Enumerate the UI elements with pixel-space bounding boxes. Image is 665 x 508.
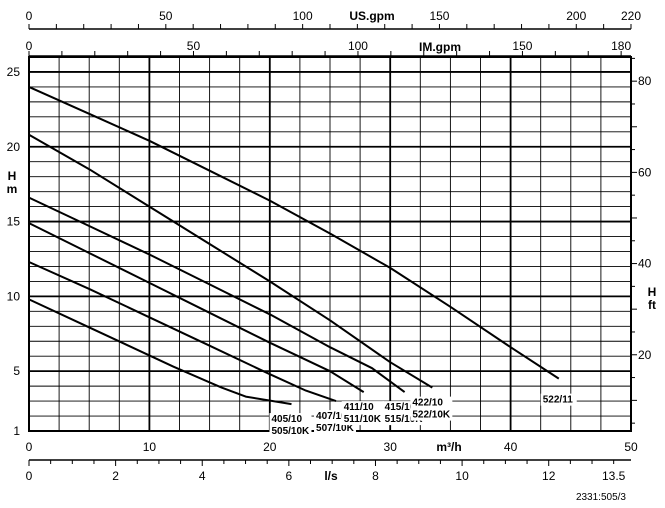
curve-label: 411/10 <box>344 402 374 413</box>
y-right-tick-label: 60 <box>638 165 652 179</box>
x-bottom-axis-ls-label: l/s <box>324 469 338 483</box>
y-right-tick-label: 80 <box>638 74 652 88</box>
curve-label-background <box>540 393 577 406</box>
im-gpm-tick-label: 0 <box>26 39 33 53</box>
performance-curves <box>28 85 560 406</box>
top-axis-usgpm-label: US.gpm <box>349 9 394 23</box>
us-gpm-tick-label: 0 <box>26 9 33 23</box>
curve-label: 515/10K <box>385 414 424 425</box>
us-gpm-tick-label: 50 <box>159 9 173 23</box>
us-gpm-tick-label: 150 <box>429 9 449 23</box>
x-primary-tick-label: 10 <box>143 440 157 454</box>
y-left-tick-label: 5 <box>13 364 20 378</box>
im-gpm-tick-label: 180 <box>611 39 631 53</box>
y-left-tick-label: 15 <box>7 215 21 229</box>
y-left-axis-label-h: H <box>8 169 17 183</box>
us-gpm-tick-label: 220 <box>621 9 641 23</box>
ls-tick-label: 0 <box>26 469 33 483</box>
y-left-tick-label: 20 <box>7 140 21 154</box>
x-primary-tick-label: 40 <box>504 440 518 454</box>
y-right-axis-label-h: H <box>648 285 657 299</box>
ls-tick-label: 4 <box>199 469 206 483</box>
x-primary-tick-label: 30 <box>384 440 398 454</box>
im-gpm-tick-label: 50 <box>187 39 201 53</box>
performance-curve-5 <box>28 133 433 389</box>
ls-tick-label: 6 <box>286 469 293 483</box>
us-gpm-tick-label: 100 <box>293 9 313 23</box>
performance-curve-3 <box>28 222 365 393</box>
curve-label: 511/10K <box>344 414 382 425</box>
ls-tick-label: 13.5 <box>602 469 626 483</box>
curve-label: 505/10K <box>271 426 310 437</box>
curve-label: 507/10K <box>316 423 355 434</box>
y-left-tick-label: 10 <box>7 289 21 303</box>
curve-label: 405/10 <box>271 414 302 425</box>
x-primary-axis-label: m³/h <box>436 440 461 454</box>
y-right-tick-label: 20 <box>638 348 652 362</box>
performance-curve-1 <box>28 298 292 406</box>
performance-curve-6 <box>28 85 560 380</box>
y-right-tick-label: 40 <box>638 257 652 271</box>
im-gpm-tick-label: 150 <box>512 39 532 53</box>
y-left-tick-label: 25 <box>7 65 21 79</box>
curve-label: 522/10K <box>412 410 451 421</box>
ls-tick-label: 2 <box>112 469 119 483</box>
us-gpm-tick-label: 200 <box>566 9 586 23</box>
curve-label: 415/10 <box>385 402 416 413</box>
im-gpm-tick-label: 100 <box>348 39 368 53</box>
top-axis-imgpm-label: IM.gpm <box>419 40 461 54</box>
y-left-axis-label-m: m <box>7 182 18 196</box>
performance-curve-4 <box>28 196 406 393</box>
curve-label: 422/10 <box>412 398 443 409</box>
performance-curve-2 <box>28 261 337 403</box>
y-left-tick-label: 1 <box>13 424 20 438</box>
curve-label-background <box>269 413 312 438</box>
x-primary-tick-label: 50 <box>624 440 638 454</box>
x-primary-tick-label: 0 <box>26 440 33 454</box>
y-right-axis-label-ft: ft <box>648 298 656 312</box>
curve-label-background <box>410 396 453 421</box>
ls-tick-label: 8 <box>372 469 379 483</box>
curve-label-background <box>341 401 384 426</box>
curve-label: 407/10 <box>316 411 347 422</box>
curve-labels: 405/10505/10K407/10507/10K411/10511/10K4… <box>269 393 577 438</box>
ls-tick-label: 12 <box>542 469 556 483</box>
x-primary-tick-label: 20 <box>263 440 277 454</box>
grid-lines <box>29 57 631 431</box>
curve-label: 522/11 <box>543 395 573 406</box>
chart-reference-code: 2331:505/3 <box>576 492 626 503</box>
ls-tick-label: 10 <box>455 469 469 483</box>
